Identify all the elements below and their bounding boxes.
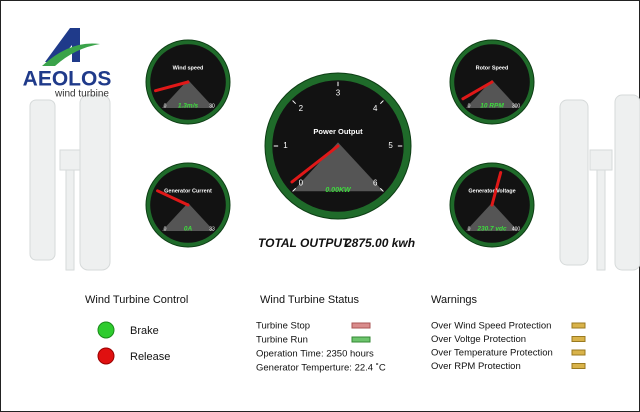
- logo-tagline: wind turbine: [54, 89, 109, 100]
- brake-button[interactable]: [97, 321, 115, 339]
- warning-item: Over Wind Speed Protection: [431, 321, 551, 332]
- power-reading: 0.00KW: [325, 187, 352, 194]
- gauge-shade: [465, 79, 519, 109]
- gauge-shade: [161, 79, 215, 109]
- gauge-title: Generator Current: [164, 188, 212, 194]
- gauge-tick-label: 6: [373, 178, 378, 187]
- gauge-tick: [292, 187, 297, 192]
- gauge-tick: [292, 100, 297, 105]
- gauge-min: 0: [164, 226, 167, 232]
- gauge-min: 0: [468, 226, 471, 232]
- warning-indicator: [571, 363, 586, 369]
- gauge-tick-label: 3: [336, 89, 341, 98]
- run-indicator: [351, 336, 371, 343]
- warning-indicator: [571, 336, 586, 342]
- power-title: Power Output: [313, 127, 363, 136]
- gauge-shade: [465, 202, 519, 232]
- total-label: TOTAL OUTPUT: [258, 236, 351, 250]
- warning-item: Over Temperature Protection: [431, 348, 553, 359]
- warning-item: Over RPM Protection: [431, 361, 521, 372]
- gauge-shade: [161, 202, 215, 232]
- operation-time: Operation Time: 2350 hours: [256, 349, 374, 360]
- gauge-needle: [154, 80, 190, 93]
- gauge-tick-label: 5: [388, 141, 393, 150]
- gauge-title: Rotor Speed: [476, 65, 509, 71]
- gauge-needle: [156, 189, 190, 207]
- logo-brand: AEOLOS: [23, 68, 112, 91]
- control-title: Wind Turbine Control: [85, 294, 188, 306]
- gauge-max: 300: [512, 103, 521, 109]
- gauge-title: Wind speed: [173, 65, 204, 71]
- release-label[interactable]: Release: [130, 351, 170, 363]
- gauge-needle: [461, 80, 494, 101]
- gauge-min: 0: [164, 103, 167, 109]
- gauge-max: 30: [209, 103, 215, 109]
- release-button[interactable]: [97, 347, 115, 365]
- gauge-max: 400: [512, 226, 521, 232]
- gauge-tick-label: 0: [299, 178, 304, 187]
- gauge-tick: [379, 100, 384, 105]
- gauge-max: 33: [209, 226, 215, 232]
- gauge-tick-label: 2: [299, 104, 304, 113]
- turbine-left: [29, 94, 111, 271]
- gauge-tick-label: 4: [373, 104, 378, 113]
- warning-indicator: [571, 322, 586, 329]
- gauge-reading: 230.7 vdc: [476, 226, 507, 233]
- status-title: Wind Turbine Status: [260, 294, 360, 306]
- gauge-min: 0: [468, 103, 471, 109]
- total-value: 2875.00 kwh: [344, 236, 415, 250]
- gauge-shade: [292, 142, 384, 192]
- stop-indicator: [351, 322, 371, 329]
- gauge-reading: 10 RPM: [480, 103, 504, 110]
- warning-indicator: [571, 349, 586, 356]
- gauge-reading: 0A: [184, 226, 193, 233]
- gauge-title: Generator Voltage: [468, 188, 515, 194]
- status-item: Turbine Stop: [256, 321, 310, 332]
- gauge-needle: [490, 171, 503, 207]
- gauge-needle: [290, 144, 340, 184]
- warning-item: Over Voltge Protection: [431, 334, 526, 345]
- warnings-title: Warnings: [431, 294, 478, 306]
- temperature: Generator Temperture: 22.4 ˚C: [256, 363, 386, 374]
- gauge-reading: 1.3m/s: [178, 103, 199, 110]
- logo: [42, 28, 100, 66]
- gauge-tick: [379, 187, 384, 192]
- gauge-tick-label: 1: [283, 141, 288, 150]
- turbine-right: [559, 94, 640, 271]
- status-item: Turbine Run: [256, 335, 308, 346]
- brake-label[interactable]: Brake: [130, 325, 159, 337]
